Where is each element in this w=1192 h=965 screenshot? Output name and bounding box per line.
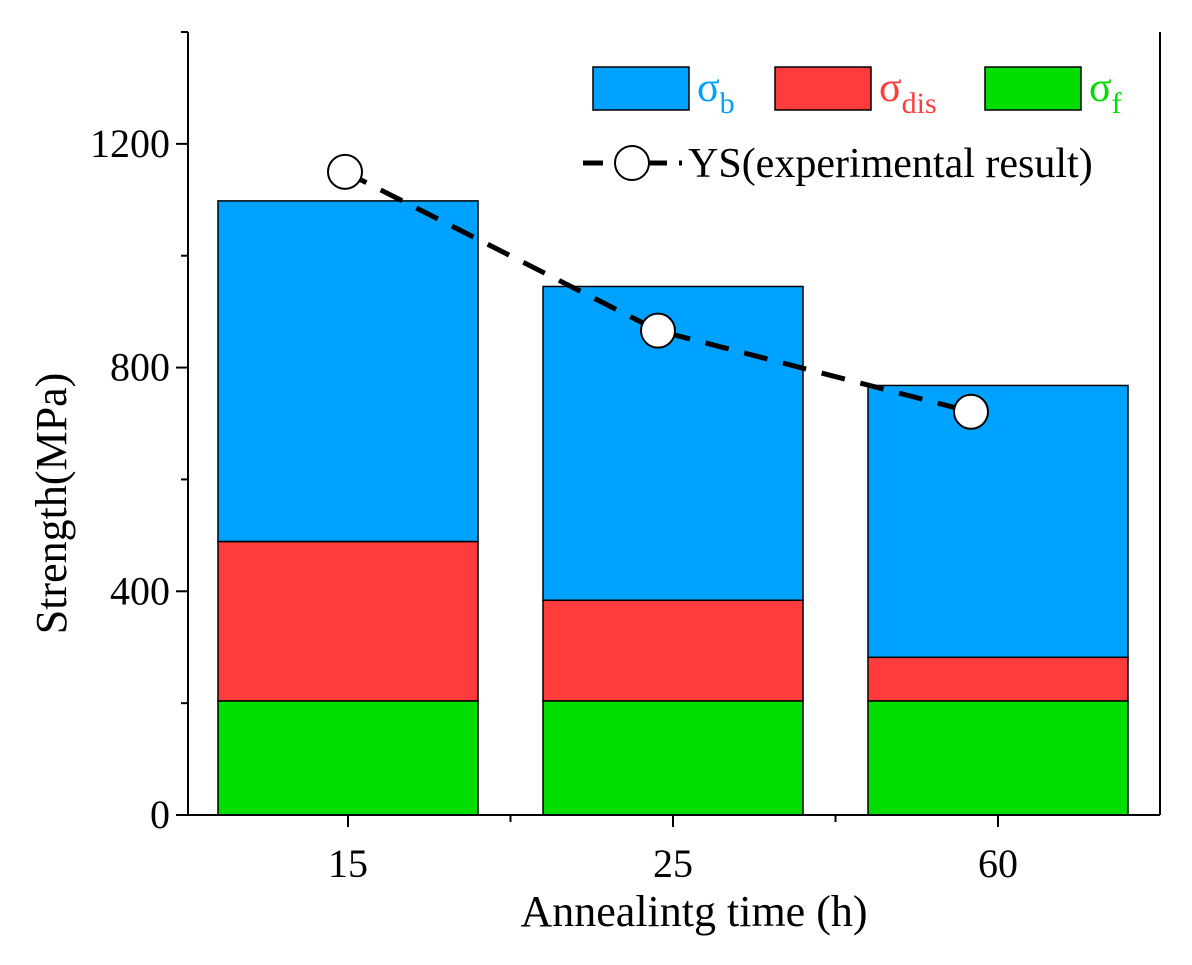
- y-tick-label: 0: [150, 792, 170, 837]
- ys-point-60: [953, 393, 989, 430]
- legend-swatch-f: [984, 66, 1082, 111]
- ys-point-25: [640, 312, 676, 349]
- x-tick-label: 60: [978, 841, 1018, 886]
- bar-b-60: [867, 384, 1129, 659]
- y-tick-label: 1200: [90, 121, 170, 166]
- legend-label-f: σf: [1089, 65, 1122, 120]
- y-tick-label: 800: [110, 345, 170, 390]
- y-tick-label: 400: [110, 568, 170, 613]
- legend-sigma: σ: [1089, 65, 1112, 111]
- legend-ys-marker: [614, 145, 650, 181]
- legend-label-ys: YS(experimental result): [688, 141, 1093, 187]
- y-axis-label: Strength(MPa): [27, 373, 76, 635]
- legend-subscript: f: [1112, 87, 1122, 120]
- bar-dis-60: [867, 656, 1129, 702]
- bar-b-15: [217, 200, 479, 543]
- legend-subscript: b: [720, 87, 735, 120]
- legend-subscript: dis: [902, 87, 937, 120]
- bar-f-60: [867, 700, 1129, 816]
- legend-label-b: σb: [697, 65, 735, 120]
- ys-point-15: [327, 153, 363, 190]
- bar-f-25: [542, 700, 804, 816]
- x-tick-label: 25: [653, 841, 693, 886]
- legend-sigma: σ: [697, 65, 720, 111]
- ys-line: [343, 169, 972, 415]
- legend-swatch-dis: [774, 66, 872, 111]
- legend-sigma: σ: [879, 65, 902, 111]
- bar-dis-15: [217, 540, 479, 702]
- bar-dis-25: [542, 599, 804, 702]
- x-tick-label: 15: [328, 841, 368, 886]
- legend-swatch-b: [592, 66, 690, 111]
- legend-label-dis: σdis: [879, 65, 937, 120]
- bar-f-15: [217, 700, 479, 816]
- x-axis-label: Annealintg time (h): [520, 887, 867, 936]
